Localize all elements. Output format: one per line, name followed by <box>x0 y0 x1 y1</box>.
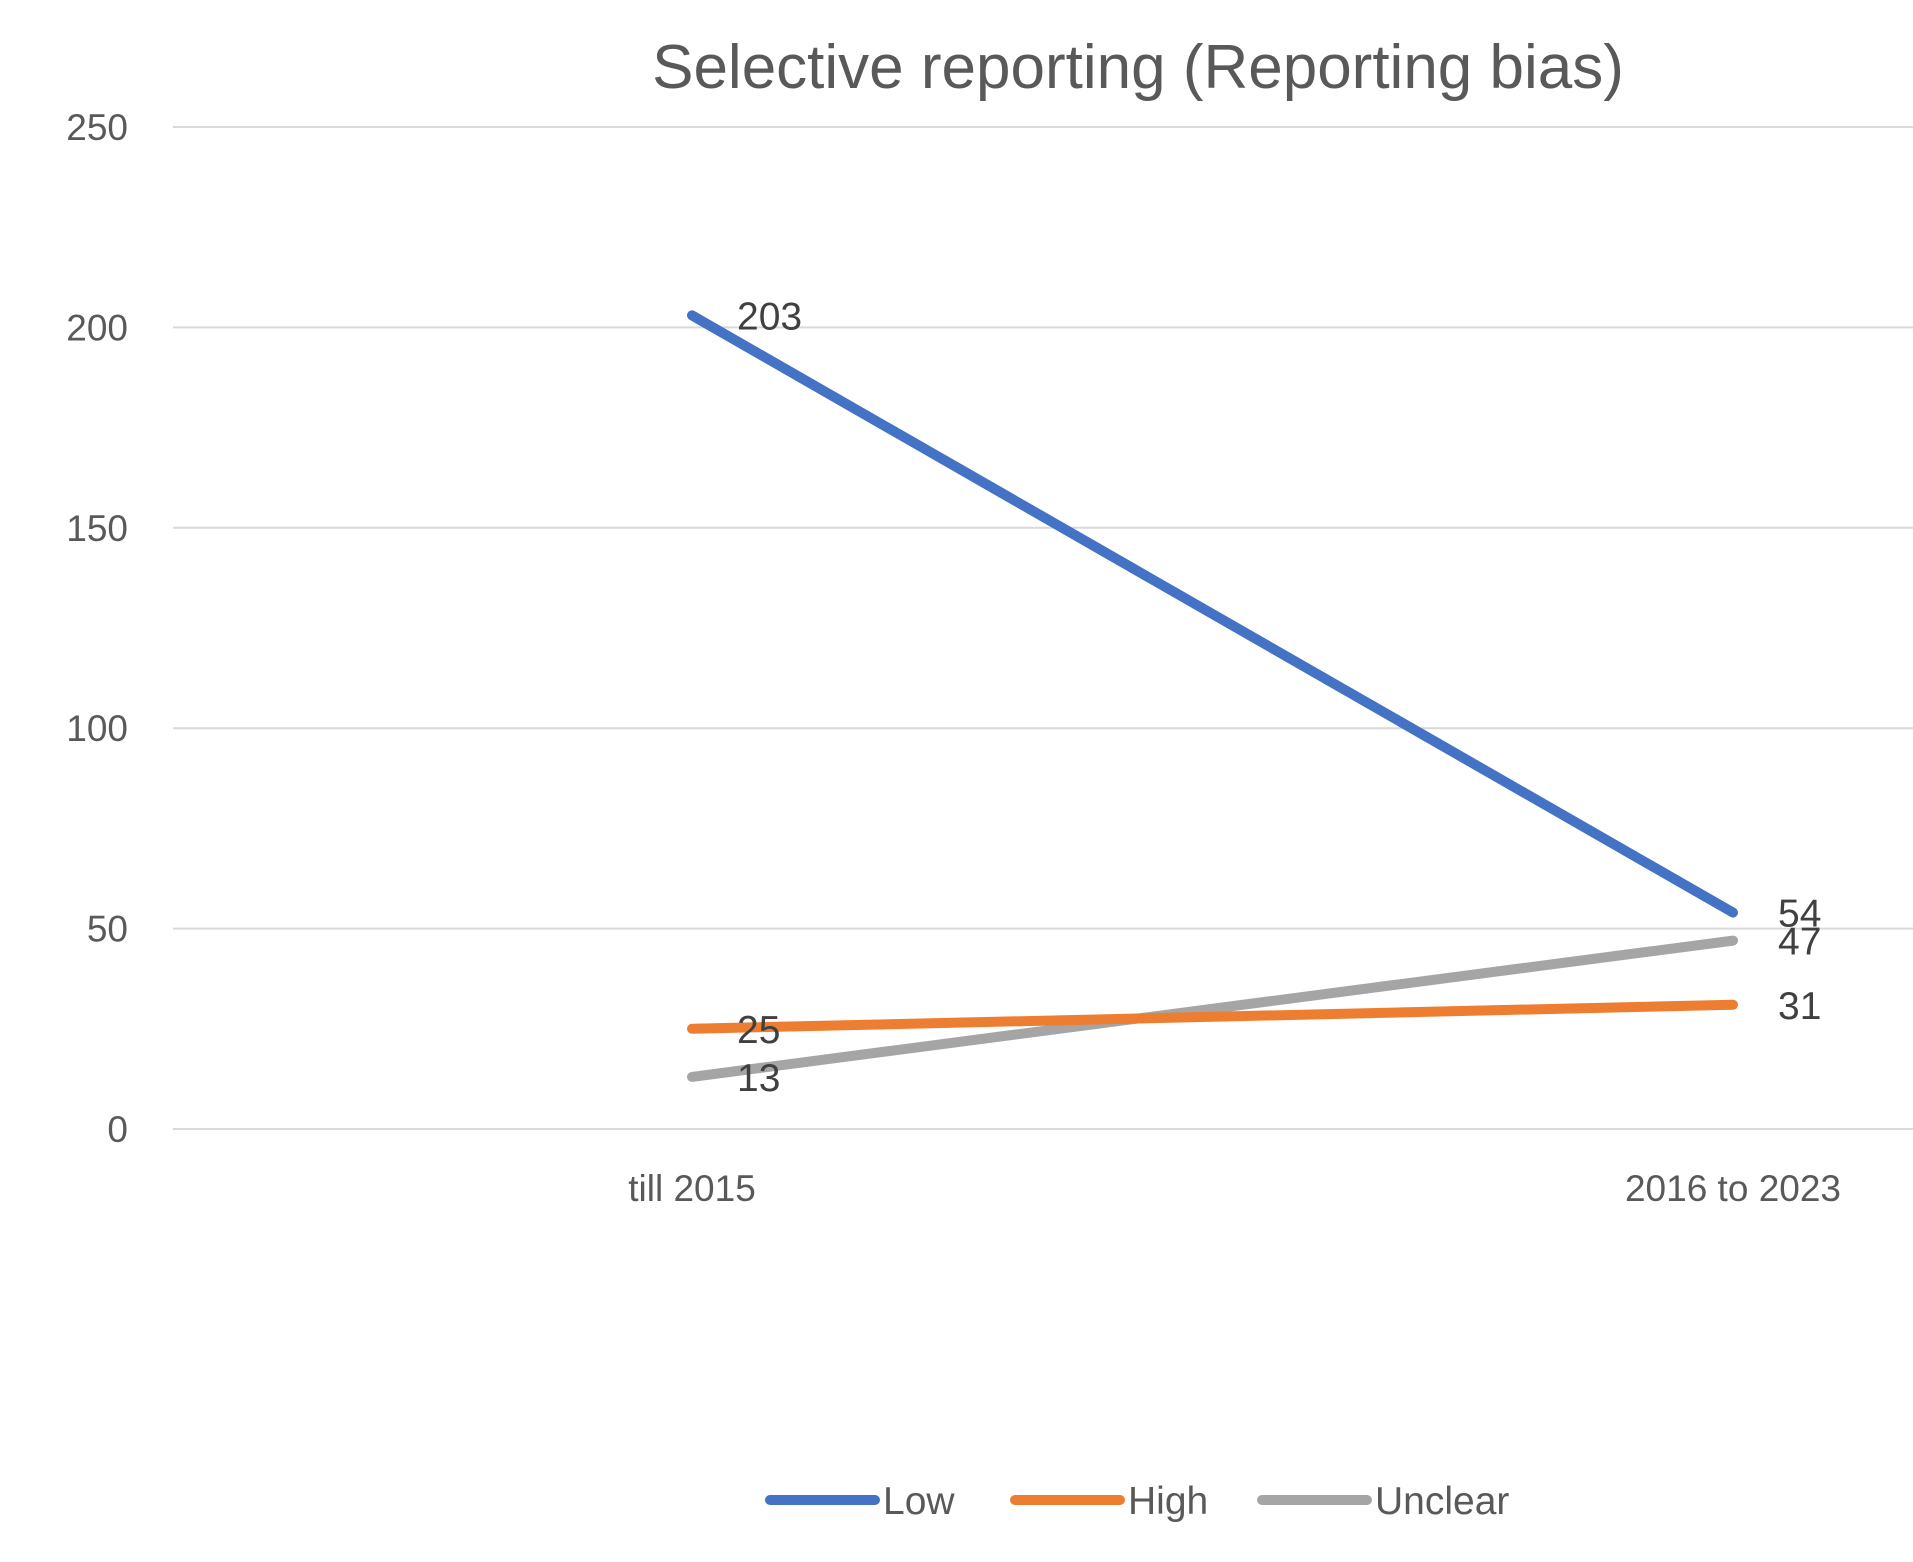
series-line-high <box>687 999 1738 1034</box>
y-tick-label: 50 <box>87 909 128 950</box>
data-labels: 203 54 25 31 13 47 <box>737 295 1821 1100</box>
series-lines <box>687 310 1738 1082</box>
x-tick-label: 2016 to 2023 <box>1625 1168 1841 1209</box>
data-label-low: 203 <box>737 295 802 338</box>
x-axis: till 2015 2016 to 2023 <box>628 1168 1841 1209</box>
data-label-low: 54 <box>1778 893 1821 936</box>
y-tick-label: 100 <box>66 708 128 749</box>
legend: Low High Unclear <box>765 1480 1509 1523</box>
chart-title: Selective reporting (Reporting bias) <box>652 33 1624 102</box>
y-tick-label: 200 <box>66 307 128 348</box>
legend-label-unclear: Unclear <box>1375 1480 1509 1523</box>
y-axis: 0 50 100 150 200 250 <box>66 107 128 1150</box>
y-tick-label: 250 <box>66 107 128 148</box>
x-tick-label: till 2015 <box>628 1168 756 1209</box>
series-line-low <box>687 310 1738 918</box>
y-tick-label: 0 <box>107 1109 128 1150</box>
y-tick-label: 150 <box>66 508 128 549</box>
gridlines <box>173 126 1913 1130</box>
data-label-unclear: 47 <box>1778 921 1821 964</box>
legend-label-low: Low <box>883 1480 955 1523</box>
data-label-unclear: 13 <box>737 1057 780 1100</box>
data-label-high: 31 <box>1778 985 1821 1028</box>
legend-label-high: High <box>1128 1480 1208 1523</box>
series-line-unclear <box>687 935 1738 1082</box>
data-label-high: 25 <box>737 1009 780 1052</box>
